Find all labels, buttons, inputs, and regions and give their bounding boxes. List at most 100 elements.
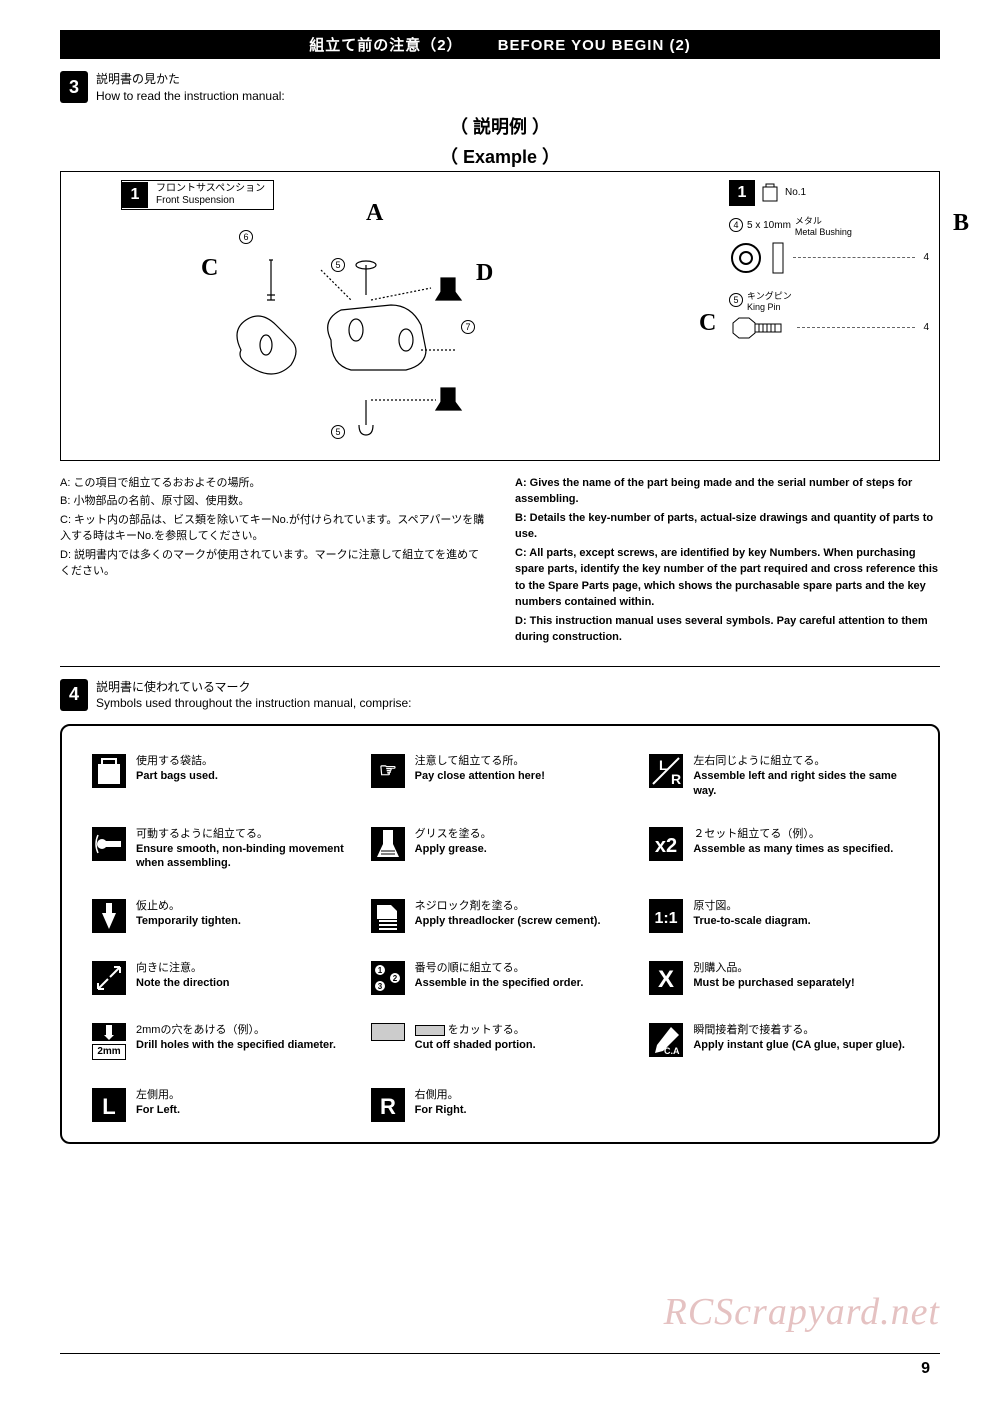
part4-jp: メタル bbox=[795, 216, 822, 226]
symbol-item: LR 左右同じように組立てる。Assemble left and right si… bbox=[649, 754, 908, 799]
symbol-item: グリスを塗る。Apply grease. bbox=[371, 827, 630, 872]
part5-en: King Pin bbox=[747, 302, 781, 312]
circ-6: 6 bbox=[239, 230, 253, 244]
symbol-text: 仮止め。Temporarily tighten. bbox=[136, 899, 241, 929]
symbol-dir-icon bbox=[92, 961, 126, 995]
symbol-2mm-icon: 2mm bbox=[92, 1023, 126, 1060]
svg-text:1: 1 bbox=[377, 966, 382, 975]
part4-circ: 4 bbox=[729, 218, 743, 232]
svg-text:x2: x2 bbox=[655, 835, 677, 857]
watermark: RCScrapyard.net bbox=[664, 1290, 940, 1334]
example-title-jp: （ 説明例 ） bbox=[60, 113, 940, 139]
svg-text:3: 3 bbox=[377, 982, 382, 991]
symbol-text: 原寸図。True-to-scale diagram. bbox=[693, 899, 810, 929]
svg-text:L: L bbox=[102, 1094, 115, 1119]
symbol-item: x2 ２セット組立てる（例）。Assemble as many times as … bbox=[649, 827, 908, 872]
symbol-bag-icon bbox=[92, 754, 126, 788]
parts-panel: 1 No.1 4 5 x 10mm メタル Metal Bushing B 4 bbox=[729, 180, 929, 341]
symbol-item: 2mm 2mmの穴をあける（例）。Drill holes with the spe… bbox=[92, 1023, 351, 1060]
example-diagram: 1 フロントサスペンション Front Suspension A C D 6 5… bbox=[60, 171, 940, 461]
step-jp: フロントサスペンション bbox=[156, 183, 265, 195]
part5-jp: キングピン bbox=[747, 291, 792, 301]
section-3-head: 3 説明書の見かた How to read the instruction ma… bbox=[60, 71, 940, 105]
symbol-text: 瞬間接着剤で接着する。Apply instant glue (CA glue, … bbox=[693, 1023, 905, 1053]
symbol-text: グリスを塗る。Apply grease. bbox=[415, 827, 492, 857]
part4-size: 5 x 10mm bbox=[747, 220, 791, 231]
header-jp: 組立て前の注意（2） bbox=[309, 37, 462, 54]
right-step-num: 1 bbox=[729, 180, 755, 206]
section-4-num: 4 bbox=[60, 679, 88, 711]
symbol-item: 使用する袋詰。Part bags used. bbox=[92, 754, 351, 799]
symbol-item: 仮止め。Temporarily tighten. bbox=[92, 899, 351, 933]
symbol-text: 別購入品。Must be purchased separately! bbox=[693, 961, 854, 991]
part5-circ: 5 bbox=[729, 293, 743, 307]
symbol-item: 可動するように組立てる。Ensure smooth, non-binding m… bbox=[92, 827, 351, 872]
symbol-L-icon: L bbox=[92, 1088, 126, 1122]
letter-b: B bbox=[953, 210, 969, 237]
abc-en-b: B: Details the key-number of parts, actu… bbox=[515, 512, 933, 541]
symbol-item: X別購入品。Must be purchased separately! bbox=[649, 961, 908, 995]
symbol-temp-icon bbox=[92, 899, 126, 933]
abc-jp-c: C: キット内の部品は、ビス類を除いてキーNo.が付けられています。スペアパーツ… bbox=[60, 512, 485, 545]
symbol-item: ネジロック剤を塗る。Apply threadlocker (screw ceme… bbox=[371, 899, 630, 933]
example-title-en: （ Example ） bbox=[60, 143, 940, 169]
symbol-text: 使用する袋詰。Part bags used. bbox=[136, 754, 218, 784]
symbol-text: 2mmの穴をあける（例）。Drill holes with the specif… bbox=[136, 1023, 336, 1053]
symbol-text: ２セット組立てる（例）。Assemble as many times as sp… bbox=[693, 827, 893, 857]
part4-en: Metal Bushing bbox=[795, 227, 852, 237]
symbol-item: 1:1 原寸図。True-to-scale diagram. bbox=[649, 899, 908, 933]
symbol-item: C.A 瞬間接着剤で接着する。Apply instant glue (CA glu… bbox=[649, 1023, 908, 1060]
symbol-item: 1 2 3 番号の順に組立てる。Assemble in the specified o… bbox=[371, 961, 630, 995]
kingpin-icon bbox=[729, 315, 789, 341]
bushing-icon bbox=[729, 241, 763, 275]
symbol-ca-icon: C.A bbox=[649, 1023, 683, 1057]
section-4-en: Symbols used throughout the instruction … bbox=[96, 695, 412, 712]
abc-legend: A: この項目で組立てるおおよその場所。 B: 小物部品の名前、原寸図、使用数。… bbox=[60, 475, 940, 648]
svg-text:R: R bbox=[380, 1094, 396, 1119]
symbol-item: 向きに注意。Note the direction bbox=[92, 961, 351, 995]
symbol-cut-icon bbox=[371, 1023, 405, 1041]
bushing-side-icon bbox=[771, 241, 785, 275]
symbol-item: L 左側用。For Left. bbox=[92, 1088, 351, 1122]
symbol-grease-icon bbox=[371, 827, 405, 861]
symbol-text: 右側用。For Right. bbox=[415, 1088, 467, 1118]
abc-en-a: A: Gives the name of the part being made… bbox=[515, 477, 912, 506]
bag-icon bbox=[761, 183, 779, 203]
svg-text:2: 2 bbox=[392, 974, 397, 983]
part4-qty: 4 bbox=[923, 252, 929, 263]
section-3-en: How to read the instruction manual: bbox=[96, 88, 285, 105]
step-en: Front Suspension bbox=[156, 195, 265, 207]
svg-text:C.A: C.A bbox=[664, 1046, 680, 1056]
section-4-head: 4 説明書に使われているマーク Symbols used throughout … bbox=[60, 679, 940, 713]
symbol-order-icon: 1 2 3 bbox=[371, 961, 405, 995]
symbol-text: ネジロック剤を塗る。Apply threadlocker (screw ceme… bbox=[415, 899, 601, 929]
symbol-item: R 右側用。For Right. bbox=[371, 1088, 630, 1122]
section-4-jp: 説明書に使われているマーク bbox=[96, 679, 412, 696]
symbol-smooth-icon bbox=[92, 827, 126, 861]
abc-en-d: D: This instruction manual uses several … bbox=[515, 615, 928, 644]
bag-no: No.1 bbox=[785, 187, 806, 198]
symbol-text: 左側用。For Left. bbox=[136, 1088, 180, 1118]
abc-jp-d: D: 説明書内では多くのマークが使用されています。マークに注意して組立てを進めて… bbox=[60, 547, 485, 580]
abc-jp-a: A: この項目で組立てるおおよその場所。 bbox=[60, 475, 485, 492]
symbol-item: をカットする。Cut off shaded portion. bbox=[371, 1023, 630, 1060]
symbol-text: 左右同じように組立てる。Assemble left and right side… bbox=[693, 754, 908, 799]
abc-jp-b: B: 小物部品の名前、原寸図、使用数。 bbox=[60, 493, 485, 510]
section-3-num: 3 bbox=[60, 71, 88, 103]
symbol-text: 番号の順に組立てる。Assemble in the specified orde… bbox=[415, 961, 584, 991]
step-badge: 1 bbox=[122, 182, 148, 208]
page-header: 組立て前の注意（2） BEFORE YOU BEGIN (2) bbox=[60, 30, 940, 59]
svg-text:☞: ☞ bbox=[379, 760, 397, 782]
suspension-drawing bbox=[211, 250, 491, 450]
symbols-box: 使用する袋詰。Part bags used.☞注意して組立てる所。Pay clo… bbox=[60, 724, 940, 1144]
symbol-lr-icon: LR bbox=[649, 754, 683, 788]
symbol-text: 可動するように組立てる。Ensure smooth, non-binding m… bbox=[136, 827, 351, 872]
page-number: 9 bbox=[921, 1360, 930, 1378]
symbol-text: 向きに注意。Note the direction bbox=[136, 961, 230, 991]
svg-text:1:1: 1:1 bbox=[655, 910, 678, 927]
svg-text:R: R bbox=[671, 771, 681, 787]
symbol-lock-icon bbox=[371, 899, 405, 933]
letter-a: A bbox=[366, 200, 383, 227]
symbol-x2-icon: x2 bbox=[649, 827, 683, 861]
letter-c2: C bbox=[699, 310, 716, 337]
